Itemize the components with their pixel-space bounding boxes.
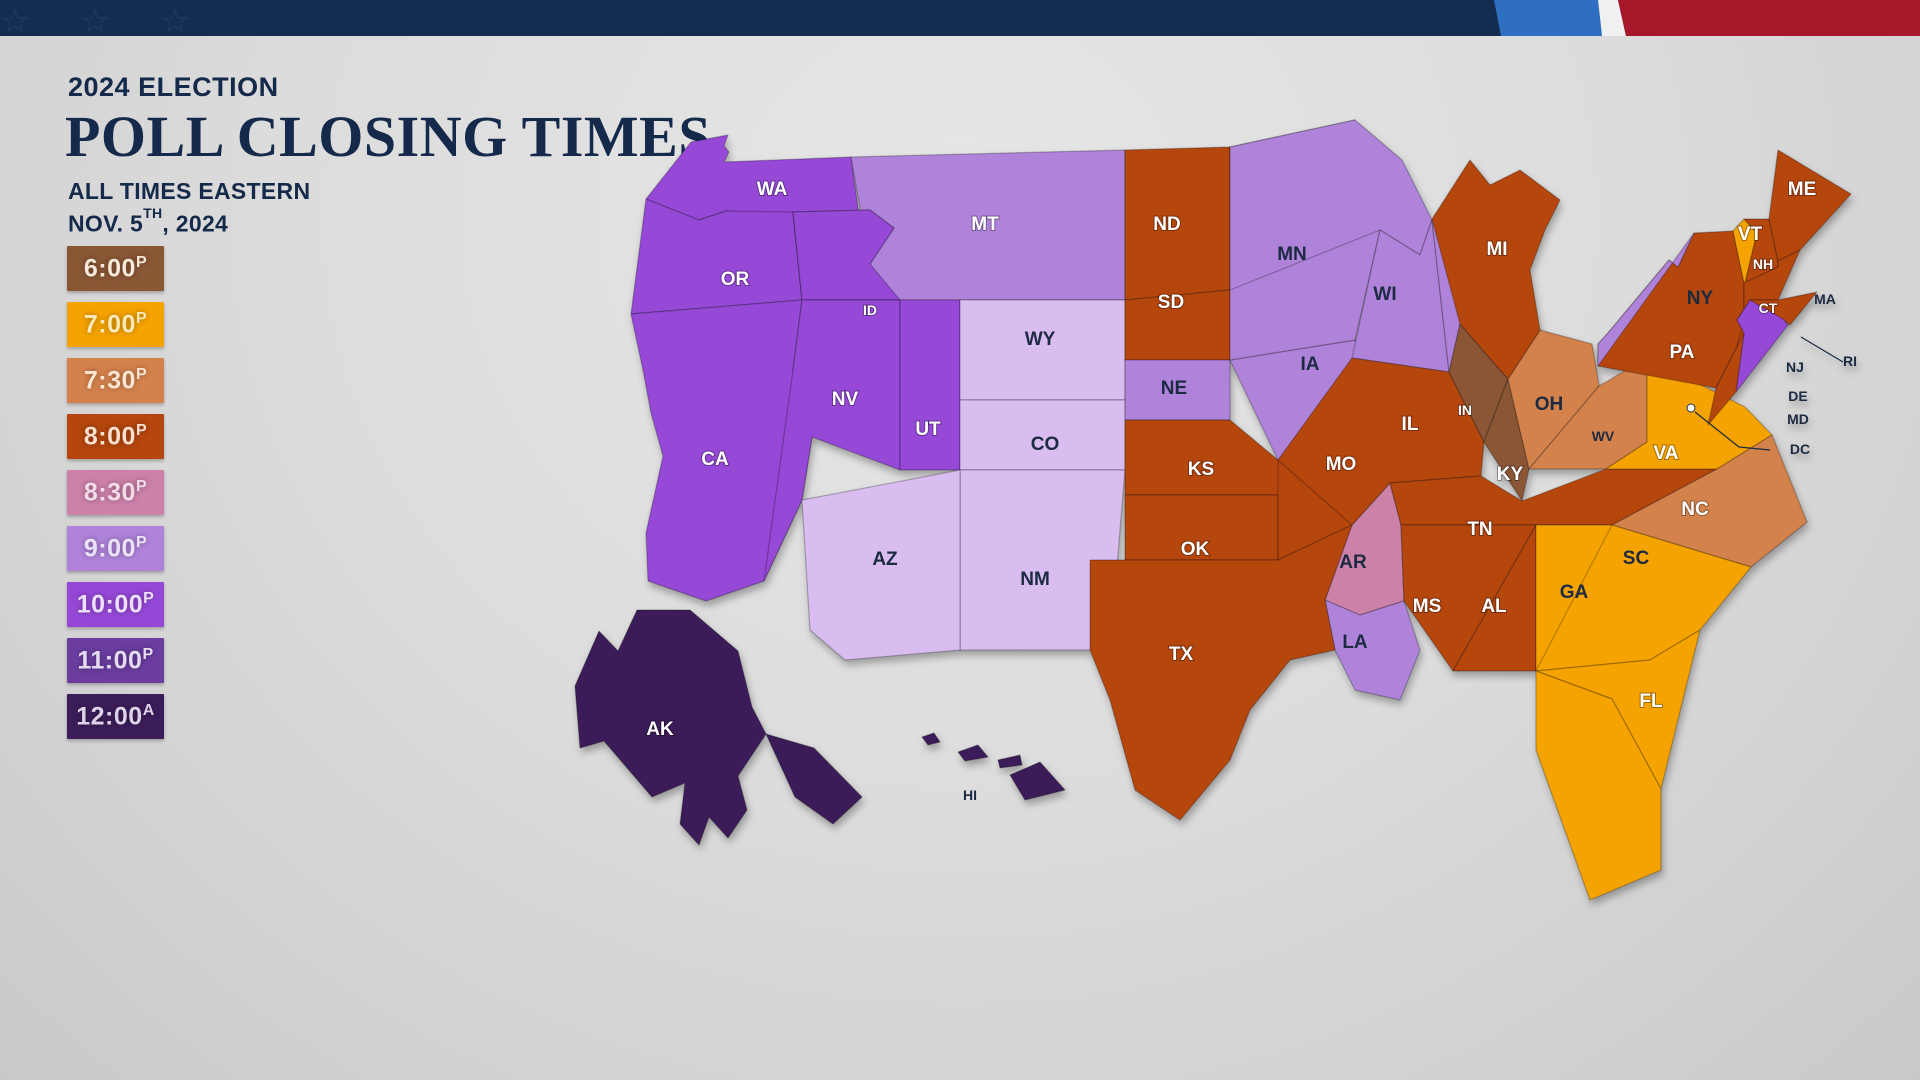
svg-text:NM: NM — [1020, 569, 1050, 590]
svg-text:WI: WI — [1373, 284, 1396, 305]
svg-text:OK: OK — [1181, 539, 1210, 560]
svg-text:AR: AR — [1339, 552, 1367, 573]
svg-text:ND: ND — [1153, 214, 1180, 235]
svg-text:MI: MI — [1486, 239, 1507, 260]
svg-text:KY: KY — [1497, 464, 1524, 485]
svg-text:MT: MT — [971, 214, 999, 235]
svg-text:NV: NV — [832, 389, 859, 410]
svg-text:IL: IL — [1402, 414, 1419, 435]
svg-text:WY: WY — [1025, 329, 1056, 350]
svg-text:MD: MD — [1787, 411, 1809, 427]
svg-text:WV: WV — [1592, 428, 1615, 444]
svg-text:CO: CO — [1031, 434, 1060, 455]
svg-text:GA: GA — [1560, 582, 1589, 603]
svg-text:RI: RI — [1843, 353, 1857, 369]
svg-text:WA: WA — [757, 179, 788, 200]
svg-text:OR: OR — [721, 269, 750, 290]
svg-text:CA: CA — [701, 449, 729, 470]
svg-text:MS: MS — [1413, 596, 1442, 617]
svg-text:AL: AL — [1481, 596, 1507, 617]
svg-text:OH: OH — [1535, 394, 1564, 415]
svg-text:MO: MO — [1326, 454, 1357, 475]
svg-text:ID: ID — [863, 302, 877, 318]
svg-text:DC: DC — [1790, 441, 1810, 457]
svg-text:NC: NC — [1681, 499, 1709, 520]
svg-text:HI: HI — [963, 787, 977, 803]
svg-text:MA: MA — [1814, 291, 1836, 307]
svg-text:TN: TN — [1467, 519, 1492, 540]
svg-text:PA: PA — [1670, 342, 1695, 363]
svg-text:SD: SD — [1158, 292, 1184, 313]
svg-text:IA: IA — [1301, 354, 1320, 375]
svg-text:NJ: NJ — [1786, 359, 1804, 375]
svg-text:ME: ME — [1788, 179, 1817, 200]
svg-text:VA: VA — [1654, 443, 1679, 464]
svg-text:NY: NY — [1687, 288, 1714, 309]
svg-text:NH: NH — [1753, 256, 1773, 272]
svg-text:UT: UT — [915, 419, 941, 440]
svg-text:DE: DE — [1788, 388, 1807, 404]
svg-text:FL: FL — [1639, 691, 1663, 712]
svg-text:MN: MN — [1277, 244, 1307, 265]
svg-text:CT: CT — [1759, 300, 1778, 316]
svg-text:LA: LA — [1342, 632, 1368, 653]
svg-text:AZ: AZ — [872, 549, 898, 570]
svg-text:TX: TX — [1169, 644, 1194, 665]
svg-text:VT: VT — [1738, 224, 1763, 245]
svg-text:NE: NE — [1161, 378, 1187, 399]
svg-text:KS: KS — [1188, 459, 1214, 480]
svg-text:IN: IN — [1458, 402, 1472, 418]
svg-text:SC: SC — [1623, 548, 1650, 569]
svg-text:AK: AK — [646, 719, 674, 740]
